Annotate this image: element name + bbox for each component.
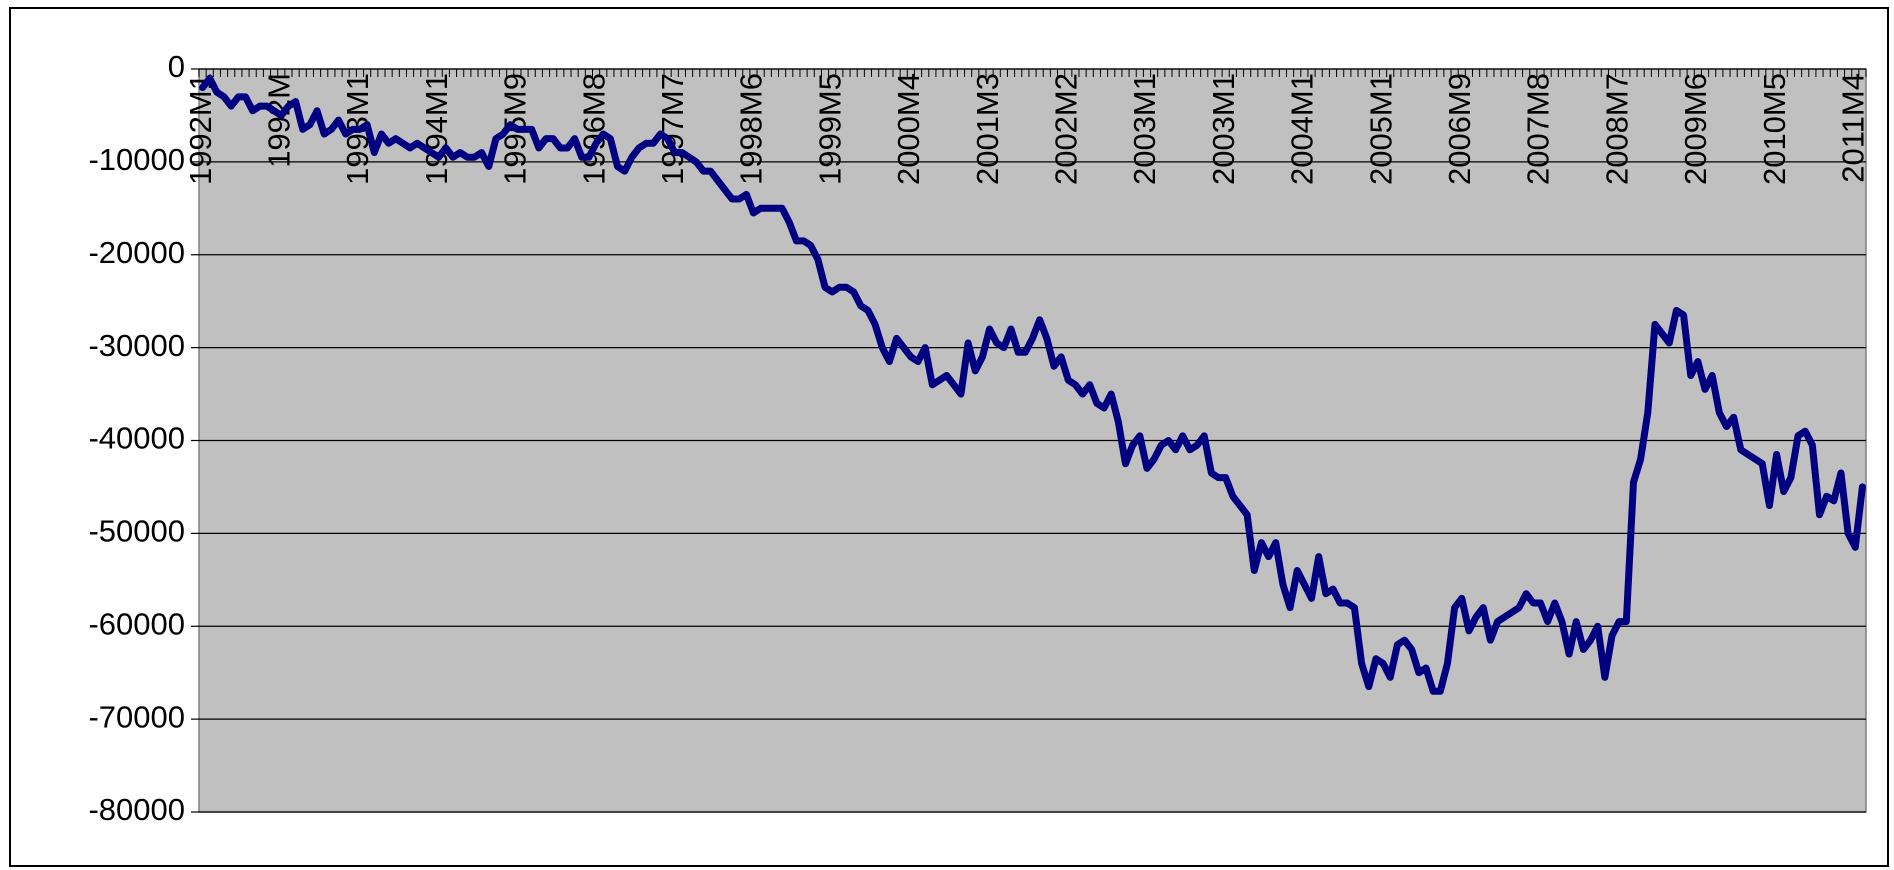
x-tick-label: 2006M9 (1442, 73, 1477, 185)
x-tick-label: 1992M1 (183, 73, 218, 185)
x-tick-label: 1999M5 (812, 73, 847, 185)
x-tick-label: 2003M1 (1206, 73, 1241, 185)
x-tick-label: 1997M7 (655, 73, 690, 185)
x-tick-label: 1996M8 (576, 73, 611, 185)
y-tick-label: -30000 (88, 328, 185, 363)
data-line (199, 74, 1866, 695)
x-tick-label: 2003M1 (1127, 73, 1162, 185)
x-tick-label: 1992M (261, 73, 296, 168)
x-tick-label: 2007M8 (1521, 73, 1556, 185)
y-tick-label: -10000 (88, 142, 185, 177)
x-tick-label: 2002M2 (1048, 73, 1083, 185)
x-tick-label: 2011M4 (1835, 73, 1870, 183)
x-tick-label: 2004M1 (1285, 73, 1320, 185)
x-tick-label: 2010M5 (1757, 73, 1792, 185)
x-tick-label: 1994M1 (419, 73, 454, 185)
x-tick-label: 2009M6 (1678, 73, 1713, 185)
x-tick-label: 2008M7 (1599, 73, 1634, 185)
y-tick-label: -80000 (88, 792, 185, 827)
y-tick-label: -50000 (88, 514, 185, 549)
y-tick-label: -20000 (88, 235, 185, 270)
x-tick-label: 1998M6 (734, 73, 769, 185)
y-tick-label: -60000 (88, 606, 185, 641)
y-tick-label: -40000 (88, 421, 185, 456)
x-tick-label: 2000M4 (891, 73, 926, 185)
y-tick-label: 0 (168, 49, 185, 84)
y-tick-label: -70000 (88, 699, 185, 734)
x-tick-label: 2005M1 (1363, 73, 1398, 185)
x-tick-label: 2001M3 (970, 73, 1005, 185)
